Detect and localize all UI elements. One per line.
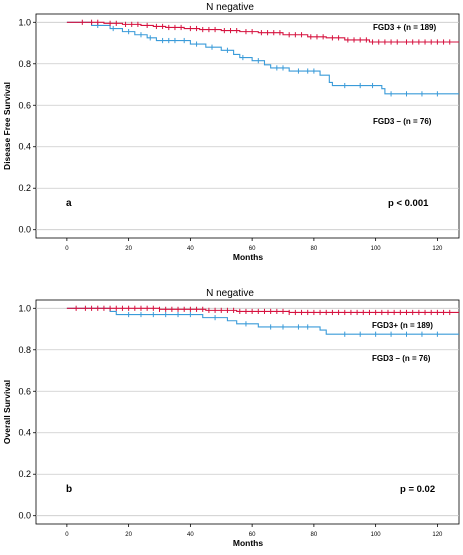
x-tick-label: 60: [249, 246, 256, 252]
y-tick-label: 0.2: [18, 183, 31, 193]
x-axis-label: Months: [233, 538, 263, 548]
chart-title: N negative: [206, 288, 254, 299]
legend-fgd3-negative: FGD3 – (n = 76): [373, 117, 432, 126]
y-tick-label: 1.0: [18, 303, 31, 313]
x-tick-label: 20: [125, 246, 132, 252]
x-tick-label: 120: [432, 246, 443, 252]
survival-curve-fgd3-positive: [66, 21, 459, 43]
y-tick-label: 0.4: [18, 428, 31, 438]
legend-fgd3-negative: FGD3 – (n = 76): [372, 354, 431, 363]
x-tick-label: 40: [187, 532, 194, 538]
x-tick-label: 80: [311, 246, 318, 252]
legend-fgd3-positive: FGD3+ (n = 189): [372, 321, 433, 330]
panel-label: a: [66, 198, 72, 209]
survival-curve-fgd3-negative: [66, 307, 459, 335]
panel-label: b: [66, 484, 72, 495]
y-axis-label: Disease Free Survival: [2, 82, 12, 170]
panel-b-chart: 0.0 0.2 0.4 0.6 0.8 1.0 0 20 40 60 80 100 120 N neg…: [2, 288, 460, 548]
x-axis-label: Months: [233, 252, 263, 262]
plot-area: [35, 299, 460, 525]
x-tick-label: 100: [371, 246, 382, 252]
p-value: p = 0.02: [400, 484, 435, 495]
x-tick-label: 120: [432, 532, 443, 538]
y-tick-label: 0.6: [18, 386, 31, 396]
x-tick-label: 0: [65, 532, 69, 538]
p-value: p < 0.001: [388, 198, 429, 209]
panel-a-chart: 0.0 0.2 0.4 0.6 0.8 1.0 0 20 40 60 80 100 120 N neg…: [2, 2, 460, 262]
x-tick-label: 0: [65, 246, 69, 252]
y-tick-label: 1.0: [18, 17, 31, 27]
y-tick-label: 0.8: [18, 59, 31, 69]
y-tick-label: 0.0: [18, 511, 31, 521]
chart-title: N negative: [206, 2, 254, 13]
x-tick-label: 40: [187, 246, 194, 252]
y-tick-label: 0.0: [18, 225, 31, 235]
survival-curve-fgd3-negative: [66, 21, 459, 95]
y-tick-label: 0.4: [18, 142, 31, 152]
plot-area: [35, 13, 460, 239]
x-tick-label: 20: [125, 532, 132, 538]
y-tick-label: 0.2: [18, 469, 31, 479]
x-tick-label: 100: [371, 532, 382, 538]
y-axis-label: Overall Survival: [2, 380, 12, 444]
legend-fgd3-positive: FGD3 + (n = 189): [373, 23, 436, 32]
x-tick-label: 80: [311, 532, 318, 538]
y-tick-label: 0.6: [18, 100, 31, 110]
y-tick-label: 0.8: [18, 345, 31, 355]
x-tick-label: 60: [249, 532, 256, 538]
